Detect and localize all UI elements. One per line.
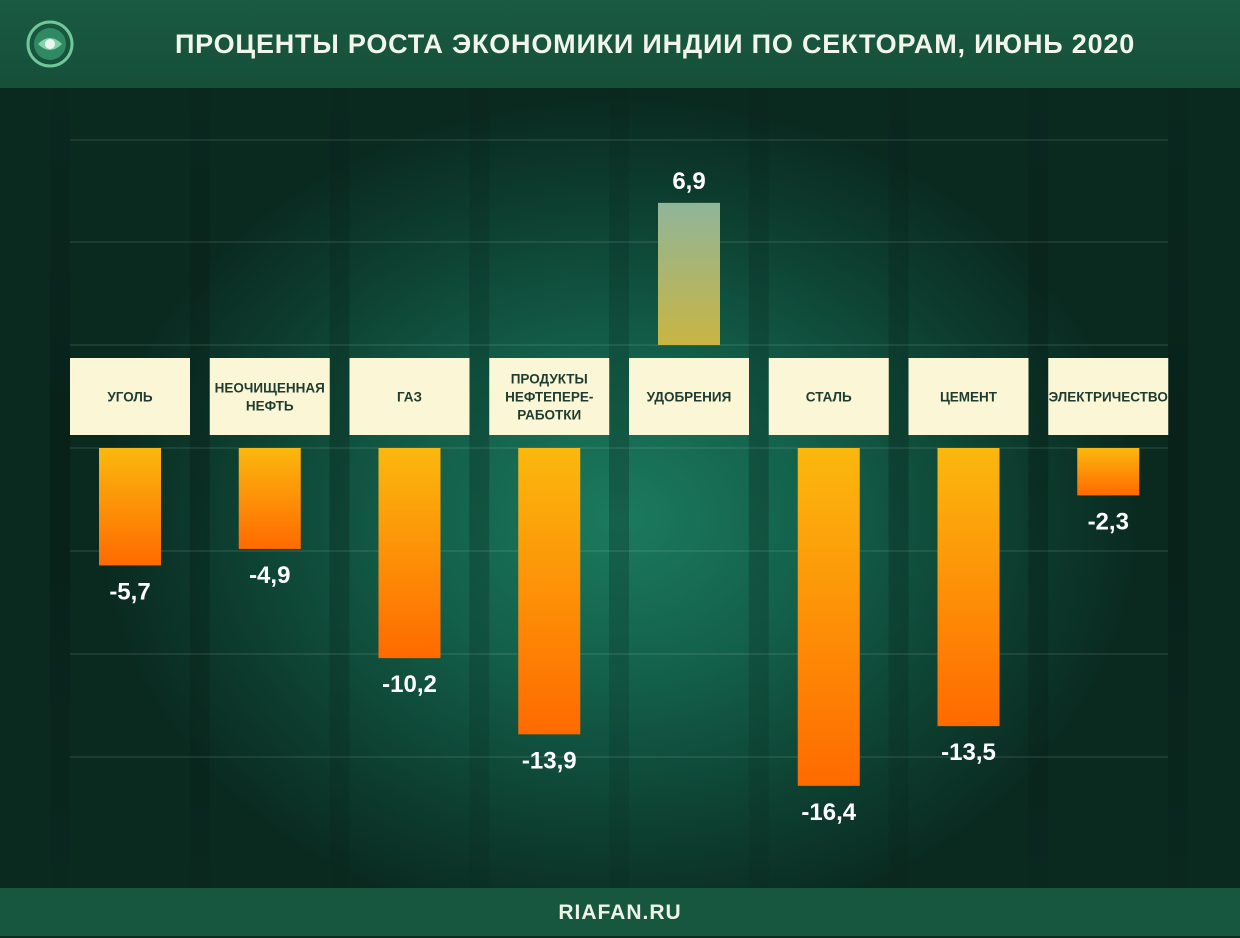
gap-stripe — [469, 88, 490, 888]
category-band — [1048, 358, 1169, 435]
header-bar: ПРОЦЕНТЫ РОСТА ЭКОНОМИКИ ИНДИИ ПО СЕКТОР… — [0, 0, 1240, 88]
bar — [937, 448, 1000, 727]
gap-stripe — [1028, 88, 1049, 888]
category-label: РАБОТКИ — [517, 408, 581, 423]
category-label: УГОЛЬ — [107, 390, 153, 405]
category-band — [209, 358, 330, 435]
gap-stripe — [888, 88, 909, 888]
background-stripes — [50, 88, 1188, 888]
footer-bar: RIAFAN.RU — [0, 888, 1240, 936]
bar — [99, 448, 161, 566]
bar-chart: УГОЛЬ НЕОЧИЩЕННАЯ НЕФТЬ ГАЗ ПРОДУКТЫ НЕФТЕПЕР… — [50, 88, 1188, 888]
value-label: -10,2 — [382, 671, 437, 698]
category-band — [629, 358, 749, 435]
value-label: 6,9 — [672, 168, 705, 195]
category-band — [908, 358, 1029, 435]
category-label: УДОБРЕНИЯ — [647, 390, 732, 405]
gap-stripe — [748, 88, 769, 888]
page-title: ПРОЦЕНТЫ РОСТА ЭКОНОМИКИ ИНДИИ ПО СЕКТОР… — [174, 29, 1136, 59]
category-band — [768, 358, 889, 435]
gap-stripe — [609, 88, 629, 888]
gap-stripe — [50, 88, 70, 888]
gap-stripe — [1168, 88, 1188, 888]
globe-emblem-icon — [26, 20, 74, 68]
value-label: -5,7 — [109, 578, 150, 605]
category-label: ГАЗ — [397, 390, 422, 405]
value-label: -13,5 — [941, 739, 996, 766]
category-band — [349, 358, 470, 435]
category-labels: УГОЛЬ НЕОЧИЩЕННАЯ НЕФТЬ ГАЗ ПРОДУКТЫ НЕФТЕПЕР… — [107, 372, 1167, 423]
category-label: ЭЛЕКТРИЧЕСТВО — [1049, 390, 1168, 405]
category-label: СТАЛЬ — [806, 390, 852, 405]
category-band — [489, 358, 610, 435]
value-label: -4,9 — [249, 562, 290, 589]
bar — [658, 202, 720, 345]
value-label: -2,3 — [1088, 508, 1129, 535]
gap-stripe — [189, 88, 210, 888]
category-band — [70, 358, 190, 435]
gap-stripe — [329, 88, 350, 888]
category-label: ПРОДУКТЫ — [511, 372, 588, 387]
category-label: НЕОЧИЩЕННАЯ — [215, 381, 325, 396]
value-label: -13,9 — [522, 747, 577, 774]
value-labels: -5,7 -4,9 -10,2 -13,9 6,9 -16,4 -13,5 -2,3 — [109, 168, 1129, 826]
category-label: ЦЕМЕНТ — [940, 390, 998, 405]
bar — [1077, 448, 1140, 496]
bar — [238, 448, 301, 549]
value-label: -16,4 — [801, 799, 856, 826]
bar — [797, 448, 860, 786]
category-label: НЕФТЬ — [246, 399, 294, 414]
source-label: RIAFAN.RU — [558, 901, 682, 924]
category-label: НЕФТЕПЕРЕ- — [505, 390, 593, 405]
chart-area: УГОЛЬ НЕОЧИЩЕННАЯ НЕФТЬ ГАЗ ПРОДУКТЫ НЕФТЕПЕР… — [0, 88, 1240, 888]
category-label-bands — [70, 358, 1169, 435]
bar — [518, 448, 581, 735]
bar — [378, 448, 441, 659]
bars — [99, 202, 1140, 786]
